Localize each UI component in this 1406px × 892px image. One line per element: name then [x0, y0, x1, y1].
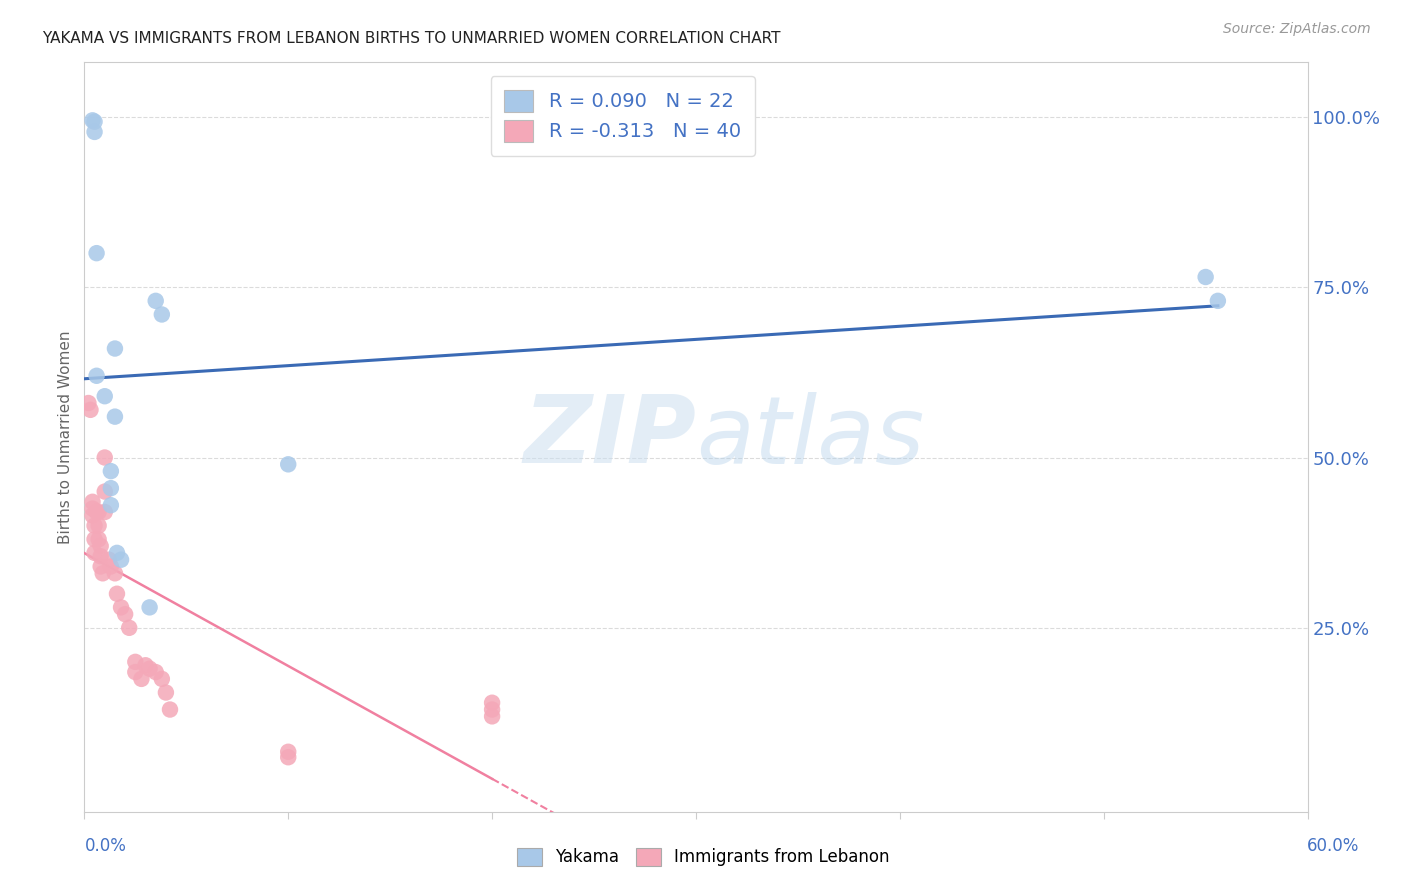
Legend: Yakama, Immigrants from Lebanon: Yakama, Immigrants from Lebanon [510, 841, 896, 873]
Point [100, 481, 122, 495]
Point [481, 702, 503, 716]
Legend: R = 0.090   N = 22, R = -0.313   N = 40: R = 0.090 N = 22, R = -0.313 N = 40 [491, 76, 755, 156]
Point [93, 505, 115, 519]
Point [150, 672, 173, 686]
Text: Source: ZipAtlas.com: Source: ZipAtlas.com [1223, 22, 1371, 37]
Point [124, 655, 146, 669]
Point [277, 458, 299, 472]
Point [105, 546, 128, 560]
Point [138, 600, 160, 615]
Point [82, 113, 104, 128]
Point [118, 621, 141, 635]
Point [110, 552, 132, 566]
Point [100, 559, 122, 574]
Point [91, 566, 114, 581]
Point [83, 533, 105, 547]
Point [82, 501, 104, 516]
Point [82, 508, 104, 523]
Text: 60.0%: 60.0% [1306, 837, 1360, 855]
Text: atlas: atlas [696, 392, 924, 483]
Point [97, 552, 120, 566]
Point [93, 450, 115, 465]
Point [138, 662, 160, 676]
Text: YAKAMA VS IMMIGRANTS FROM LEBANON BIRTHS TO UNMARRIED WOMEN CORRELATION CHART: YAKAMA VS IMMIGRANTS FROM LEBANON BIRTHS… [42, 31, 780, 46]
Point [83, 546, 105, 560]
Point [145, 665, 167, 679]
Point [131, 672, 153, 686]
Point [83, 125, 105, 139]
Point [145, 293, 167, 308]
Point [100, 464, 122, 478]
Point [155, 685, 177, 699]
Point [1195, 270, 1218, 285]
Point [110, 600, 132, 615]
Point [105, 587, 128, 601]
Point [87, 505, 110, 519]
Point [277, 750, 299, 764]
Point [93, 484, 115, 499]
Point [124, 665, 146, 679]
Point [90, 549, 112, 564]
Point [83, 518, 105, 533]
Point [87, 518, 110, 533]
Point [159, 702, 181, 716]
Point [114, 607, 136, 622]
Point [86, 505, 108, 519]
Point [86, 246, 108, 260]
Point [104, 566, 127, 581]
Point [83, 114, 105, 128]
Point [104, 409, 127, 424]
Point [77, 396, 100, 410]
Point [90, 539, 112, 553]
Point [150, 308, 173, 322]
Point [277, 745, 299, 759]
Point [93, 389, 115, 403]
Point [104, 342, 127, 356]
Point [82, 495, 104, 509]
Point [481, 696, 503, 710]
Point [90, 559, 112, 574]
Point [100, 498, 122, 512]
Y-axis label: Births to Unmarried Women: Births to Unmarried Women [58, 330, 73, 544]
Point [135, 658, 157, 673]
Point [86, 368, 108, 383]
Point [87, 533, 110, 547]
Point [481, 709, 503, 723]
Text: 0.0%: 0.0% [84, 837, 127, 855]
Text: ZIP: ZIP [523, 391, 696, 483]
Point [79, 402, 101, 417]
Point [1206, 293, 1229, 308]
